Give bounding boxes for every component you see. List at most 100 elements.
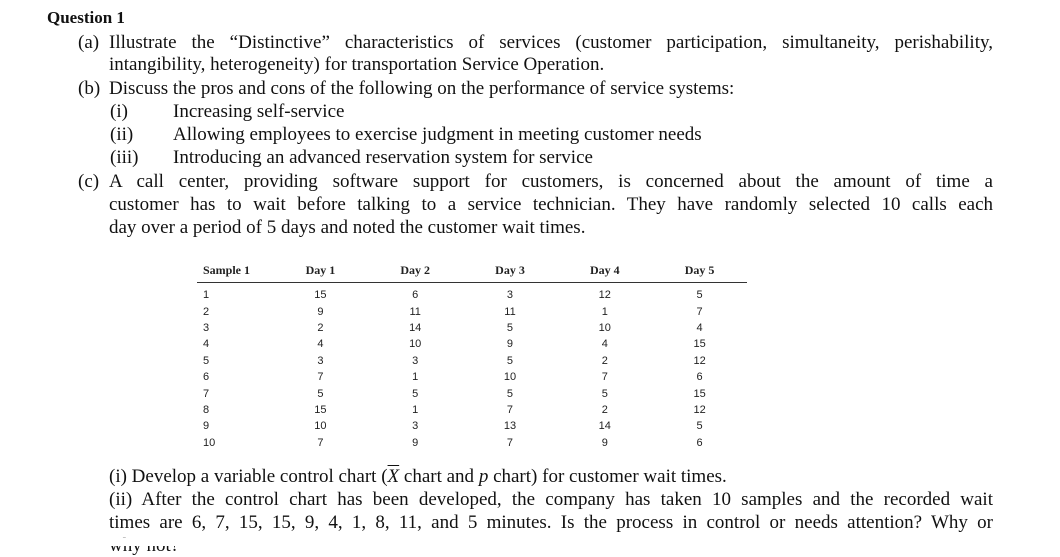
table-row: 3 2 14 5 10 4 (197, 320, 747, 336)
part-b-item-2-num: (ii) (110, 124, 134, 145)
table-cell: 1 (601, 305, 608, 318)
table-cell: 3 (203, 321, 210, 334)
part-a-line-2: intangibility, heterogeneity) for transp… (109, 54, 605, 75)
table-cell: 5 (506, 321, 514, 334)
followup-i-x-symbol: X (387, 466, 400, 487)
table-cell: 9 (317, 305, 324, 318)
wait-times-table: Sample 1 Day 1 Day 2 Day 3 Day 4 Day 5 1… (197, 258, 747, 451)
table-cell: 9 (203, 420, 210, 433)
table-cell: 11 (409, 305, 421, 318)
table-cell: 5 (696, 289, 703, 302)
table-cell: 15 (314, 289, 327, 302)
table-cell: 7 (601, 371, 608, 384)
table-cell: 7 (506, 436, 514, 449)
table-row: 8 15 1 7 2 12 (197, 402, 747, 418)
table-cell: 2 (203, 305, 210, 318)
header-day-1: Day 1 (273, 258, 368, 283)
part-b-item-1-num: (i) (110, 101, 128, 122)
table-row: 1 15 6 3 12 5 (197, 283, 747, 304)
table-cell: 15 (314, 403, 327, 416)
table-cell: 15 (693, 387, 706, 400)
part-b-item-1-text: Increasing self-service (173, 101, 345, 122)
part-b-item-3-num: (iii) (110, 147, 139, 168)
table-cell: 3 (412, 354, 419, 367)
table-cell: 5 (203, 354, 210, 367)
followup-i-p-symbol: p (478, 466, 489, 487)
table-cell: 4 (203, 338, 210, 351)
followup-i-mid: chart and (399, 466, 479, 487)
part-c-line-2: customer has to wait before talking to a… (109, 194, 993, 215)
header-day-5: Day 5 (652, 258, 747, 283)
table-cell: 10 (314, 420, 327, 433)
part-a-line-1: Illustrate the “Distinctive” characteris… (109, 32, 993, 53)
table-cell: 10 (503, 371, 517, 384)
header-sample: Sample 1 (197, 258, 273, 283)
crop-edge (0, 538, 1060, 546)
table-cell: 7 (317, 371, 324, 384)
table-cell: 14 (598, 420, 611, 433)
table-cell: 7 (506, 403, 514, 416)
table-row: 2 9 11 11 1 7 (197, 303, 747, 319)
table-row: 4 4 10 9 4 15 (197, 336, 747, 352)
followup-i-prefix: (i) Develop a variable control chart ( (109, 466, 388, 487)
table-cell: 7 (203, 387, 210, 400)
part-b-item-2-text: Allowing employees to exercise judgment … (173, 124, 702, 145)
part-b-label: (b) (78, 78, 101, 99)
table-cell: 1 (412, 371, 419, 384)
table-cell: 5 (506, 354, 514, 367)
followup-ii-line-2: times are 6, 7, 15, 15, 9, 4, 1, 8, 11, … (109, 512, 993, 533)
header-day-3: Day 3 (462, 258, 558, 283)
table-cell: 5 (506, 387, 514, 400)
part-b-item-3-text: Introducing an advanced reservation syst… (173, 147, 593, 168)
table-cell: 8 (203, 403, 210, 416)
table-cell: 5 (412, 387, 419, 400)
table-row: 6 7 1 10 7 6 (197, 369, 747, 385)
table-cell: 2 (601, 403, 608, 416)
table-cell: 2 (601, 354, 608, 367)
part-c-line-3: day over a period of 5 days and noted th… (109, 217, 586, 238)
table-cell: 10 (203, 436, 216, 449)
table-cell: 2 (317, 321, 324, 334)
table-cell: 9 (601, 436, 608, 449)
table-cell: 10 (409, 338, 422, 351)
followup-i: (i) Develop a variable control chart (X … (109, 465, 727, 488)
table-cell: 6 (696, 436, 703, 449)
table-cell: 4 (601, 338, 608, 351)
table-cell: 6 (412, 289, 419, 302)
table-cell: 1 (203, 289, 210, 302)
table-cell: 6 (696, 371, 703, 384)
part-c-line-1: A call center, providing software suppor… (109, 171, 993, 192)
table-cell: 9 (412, 436, 419, 449)
followup-ii-line-1: (ii) After the control chart has been de… (109, 489, 993, 510)
table-cell: 4 (696, 321, 703, 334)
table-cell: 5 (601, 387, 608, 400)
table-body: 1 15 6 3 12 5 2 9 11 11 1 7 3 2 14 5 10 … (197, 283, 747, 451)
table-cell: 5 (696, 420, 703, 433)
part-a-label: (a) (78, 32, 100, 53)
table-row: 5 3 3 5 2 12 (197, 353, 747, 369)
table-cell: 7 (317, 436, 324, 449)
table-header-row: Sample 1 Day 1 Day 2 Day 3 Day 4 Day 5 (197, 258, 747, 283)
table-cell: 5 (317, 387, 324, 400)
table-cell: 3 (412, 420, 419, 433)
table-cell: 7 (696, 305, 703, 318)
table-row: 7 5 5 5 5 15 (197, 385, 747, 401)
table-cell: 4 (317, 338, 324, 351)
header-day-4: Day 4 (557, 258, 653, 283)
part-b-text: Discuss the pros and cons of the followi… (109, 78, 735, 99)
table-cell: 12 (598, 289, 611, 302)
table-cell: 9 (506, 338, 514, 351)
table-cell: 12 (693, 354, 706, 367)
header-day-2: Day 2 (367, 258, 463, 283)
table-cell: 14 (409, 321, 422, 334)
followup-i-suffix: chart) for customer wait times. (488, 466, 727, 487)
question-title: Question 1 (47, 8, 125, 27)
part-c-label: (c) (78, 171, 100, 192)
table-cell: 3 (317, 354, 324, 367)
table-cell: 1 (412, 403, 419, 416)
table-cell: 10 (598, 321, 611, 334)
table-cell: 11 (504, 305, 516, 318)
table-row: 9 10 3 13 14 5 (197, 418, 747, 434)
table-cell: 6 (203, 371, 210, 384)
table-row: 10 7 9 7 9 6 (197, 435, 747, 451)
